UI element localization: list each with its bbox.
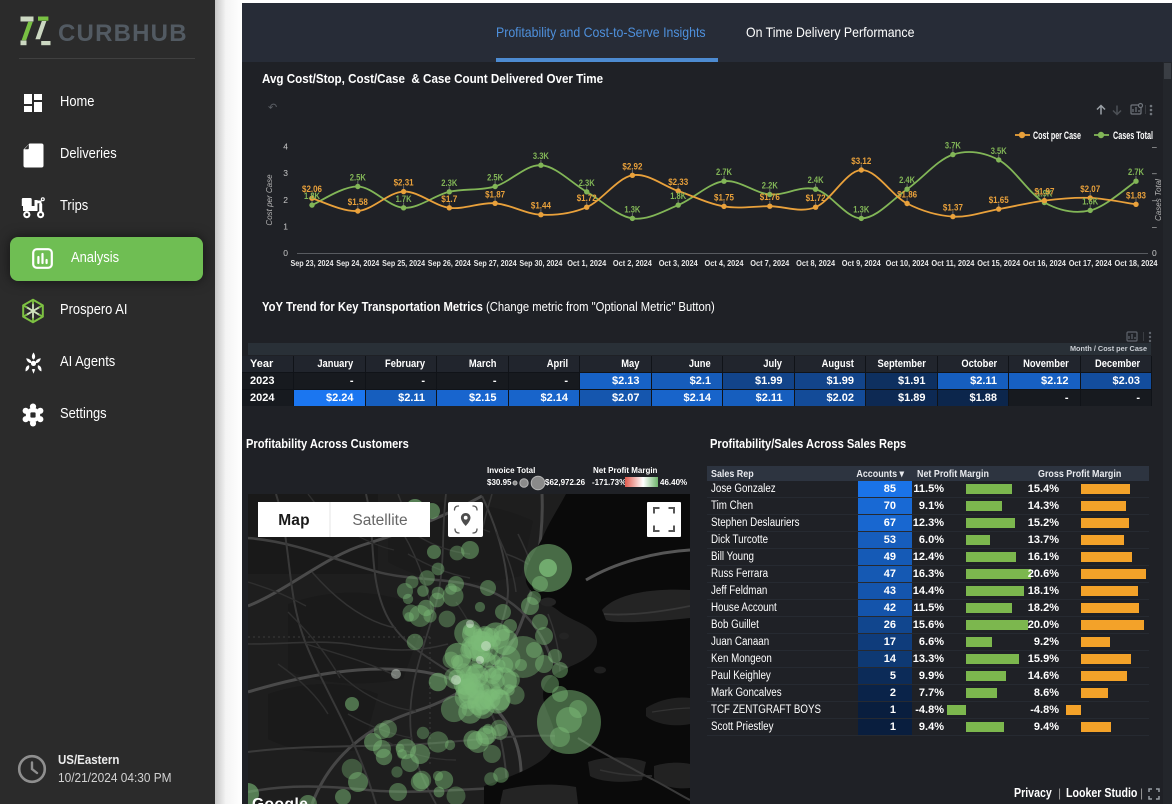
svg-text:$1.58: $1.58 <box>348 197 368 208</box>
svg-text:2.2K: 2.2K <box>762 181 778 192</box>
svg-text:Oct 9, 2024: Oct 9, 2024 <box>842 258 881 268</box>
svg-text:1.6K: 1.6K <box>1082 196 1098 207</box>
svg-text:1.9K: 1.9K <box>1036 189 1052 200</box>
svg-text:Cost per Case: Cost per Case <box>1033 130 1081 142</box>
svg-text:2.7K: 2.7K <box>1128 167 1144 178</box>
svg-text:3.3K: 3.3K <box>533 151 549 162</box>
svg-text:2.7K: 2.7K <box>716 167 732 178</box>
svg-text:Google: Google <box>252 796 308 804</box>
svg-text:Oct 7, 2024: Oct 7, 2024 <box>750 258 789 268</box>
svg-text:0: 0 <box>1152 248 1157 258</box>
svg-text:$3.12: $3.12 <box>851 156 871 167</box>
svg-text:$1.37: $1.37 <box>943 203 963 214</box>
svg-text:$1.44: $1.44 <box>531 201 552 212</box>
svg-text:1.7K: 1.7K <box>396 194 412 205</box>
svg-text:Oct 8, 2024: Oct 8, 2024 <box>796 258 835 268</box>
svg-text:$1.72: $1.72 <box>577 193 597 204</box>
svg-text:–: – <box>1152 195 1157 205</box>
svg-text:1: 1 <box>283 221 288 231</box>
svg-text:3.7K: 3.7K <box>945 141 961 152</box>
svg-text:Sep 27, 2024: Sep 27, 2024 <box>474 258 517 268</box>
svg-text:Oct 4, 2024: Oct 4, 2024 <box>705 258 744 268</box>
svg-text:Sep 23, 2024: Sep 23, 2024 <box>291 258 334 268</box>
svg-text:Oct 2, 2024: Oct 2, 2024 <box>613 258 652 268</box>
svg-text:$2.31: $2.31 <box>394 178 415 189</box>
svg-text:2: 2 <box>283 195 288 205</box>
svg-text:$1.76: $1.76 <box>760 192 780 203</box>
svg-text:Sep 24, 2024: Sep 24, 2024 <box>336 258 379 268</box>
svg-text:$2.92: $2.92 <box>622 161 642 172</box>
svg-text:$2.07: $2.07 <box>1080 184 1100 195</box>
svg-text:Oct 3, 2024: Oct 3, 2024 <box>659 258 698 268</box>
svg-text:$1.83: $1.83 <box>1126 190 1146 201</box>
svg-text:2.5K: 2.5K <box>487 173 503 184</box>
svg-text:$1.75: $1.75 <box>714 192 735 203</box>
svg-text:1.3K: 1.3K <box>853 204 869 215</box>
svg-text:$1.72: $1.72 <box>806 193 826 204</box>
svg-text:Oct 10, 2024: Oct 10, 2024 <box>886 258 929 268</box>
svg-text:↶: ↶ <box>268 102 277 114</box>
svg-text:Oct 17, 2024: Oct 17, 2024 <box>1069 258 1112 268</box>
svg-text:–: – <box>1152 168 1157 178</box>
svg-text:Oct 15, 2024: Oct 15, 2024 <box>977 258 1020 268</box>
svg-text:4: 4 <box>283 142 288 152</box>
svg-text:Map: Map <box>278 512 310 529</box>
svg-text:–: – <box>1152 142 1157 152</box>
svg-text:$2.33: $2.33 <box>668 177 688 188</box>
svg-text:Oct 11, 2024: Oct 11, 2024 <box>931 258 974 268</box>
svg-text:2.3K: 2.3K <box>579 178 595 189</box>
svg-text:1.8K: 1.8K <box>304 191 320 202</box>
svg-text:Cases Total: Cases Total <box>1113 130 1153 142</box>
svg-text:$2.06: $2.06 <box>302 184 322 195</box>
svg-text:Oct 1, 2024: Oct 1, 2024 <box>567 258 606 268</box>
svg-text:–: – <box>1152 221 1157 231</box>
svg-text:2.3K: 2.3K <box>441 178 457 189</box>
svg-text:Satellite: Satellite <box>352 512 407 529</box>
svg-text:Sep 30, 2024: Sep 30, 2024 <box>519 258 562 268</box>
svg-text:$1.7: $1.7 <box>441 194 457 205</box>
svg-text:Sep 26, 2024: Sep 26, 2024 <box>428 258 471 268</box>
svg-text:3.5K: 3.5K <box>991 146 1007 157</box>
svg-text:2.5K: 2.5K <box>350 173 366 184</box>
svg-text:$1.86: $1.86 <box>897 190 917 201</box>
svg-text:1.3K: 1.3K <box>624 204 640 215</box>
svg-text:0: 0 <box>283 248 288 258</box>
svg-text:Sep 25, 2024: Sep 25, 2024 <box>382 258 425 268</box>
svg-text:2.4K: 2.4K <box>899 175 915 186</box>
svg-text:Cases Total: Cases Total <box>1154 179 1163 221</box>
svg-text:1.8K: 1.8K <box>670 191 686 202</box>
svg-text:$1.87: $1.87 <box>485 189 505 200</box>
svg-text:Oct 18, 2024: Oct 18, 2024 <box>1115 258 1158 268</box>
svg-text:Cost per Case: Cost per Case <box>265 174 274 226</box>
svg-text:Oct 16, 2024: Oct 16, 2024 <box>1023 258 1066 268</box>
svg-text:3: 3 <box>283 168 288 178</box>
svg-text:2.4K: 2.4K <box>808 175 824 186</box>
svg-text:$1.65: $1.65 <box>989 195 1010 206</box>
svg-text:$1.97: $1.97 <box>1034 187 1054 198</box>
